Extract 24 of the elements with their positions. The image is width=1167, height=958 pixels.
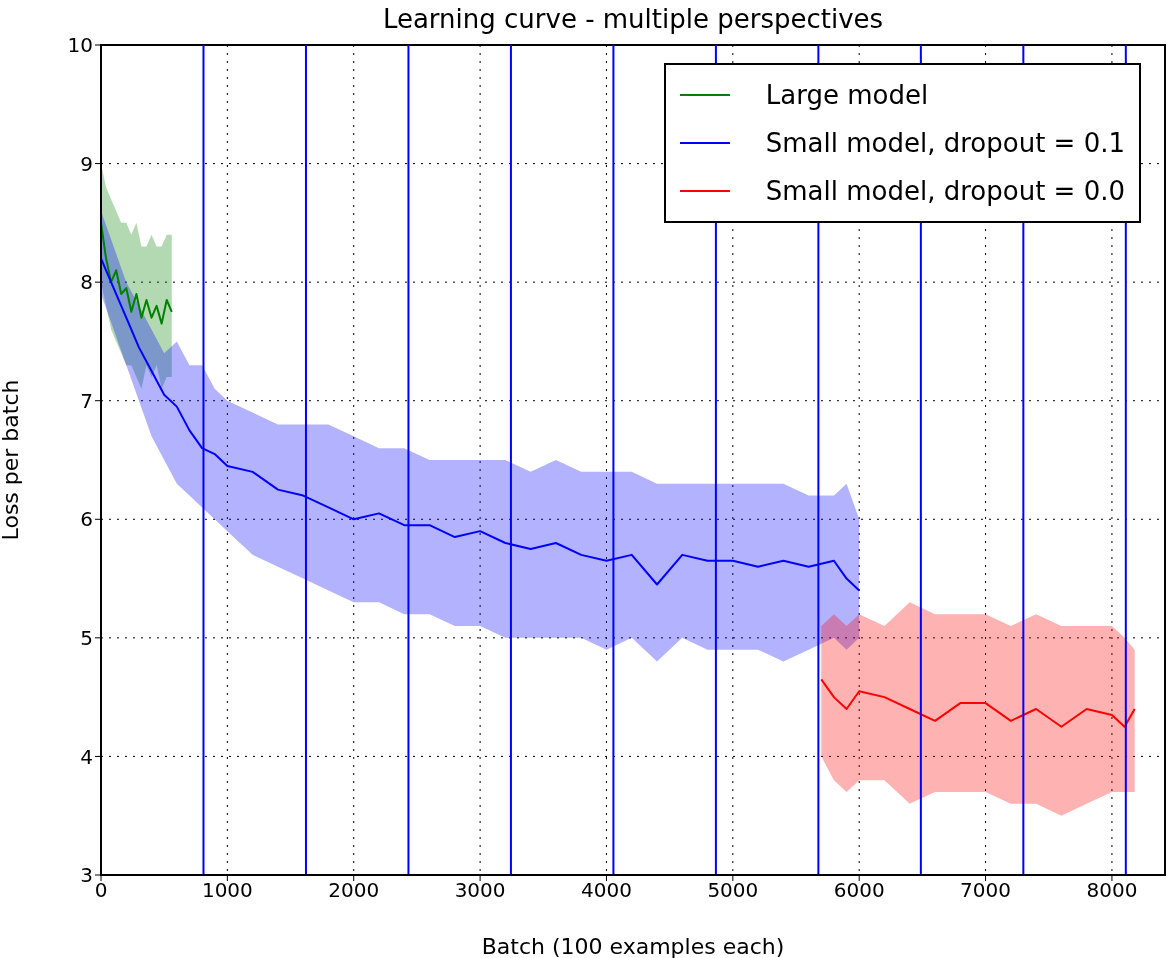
y-tick-label: 4 <box>80 744 93 769</box>
x-tick-label: 6000 <box>833 878 885 903</box>
x-tick-label: 3000 <box>454 878 506 903</box>
x-tick-label: 1000 <box>201 878 253 903</box>
x-tick-label: 5000 <box>707 878 759 903</box>
x-tick-label: 7000 <box>960 878 1012 903</box>
line-series <box>820 678 1136 728</box>
x-tick-label: 8000 <box>1086 878 1138 903</box>
y-axis-title: Loss per batch <box>0 379 23 541</box>
y-tick-label: 5 <box>80 625 93 650</box>
legend-label: Large model <box>765 80 929 110</box>
chart-title: Learning curve - multiple perspectives <box>381 4 885 34</box>
y-tick-label: 3 <box>80 863 93 888</box>
y-tick-label: 6 <box>80 507 93 532</box>
legend-label: Small model, dropout = 0.0 <box>765 176 1125 206</box>
y-tick-label: 9 <box>80 151 93 176</box>
x-tick-label: 4000 <box>581 878 632 903</box>
y-tick-label: 10 <box>67 33 93 58</box>
y-tick-label: 8 <box>80 270 93 295</box>
x-tick-label: 2000 <box>328 878 380 903</box>
y-tick-label: 7 <box>80 388 93 413</box>
x-axis-title: Batch (100 examples each) <box>481 934 785 958</box>
legend-label: Small model, dropout = 0.1 <box>765 128 1125 158</box>
x-tick-label: 0 <box>94 878 108 903</box>
